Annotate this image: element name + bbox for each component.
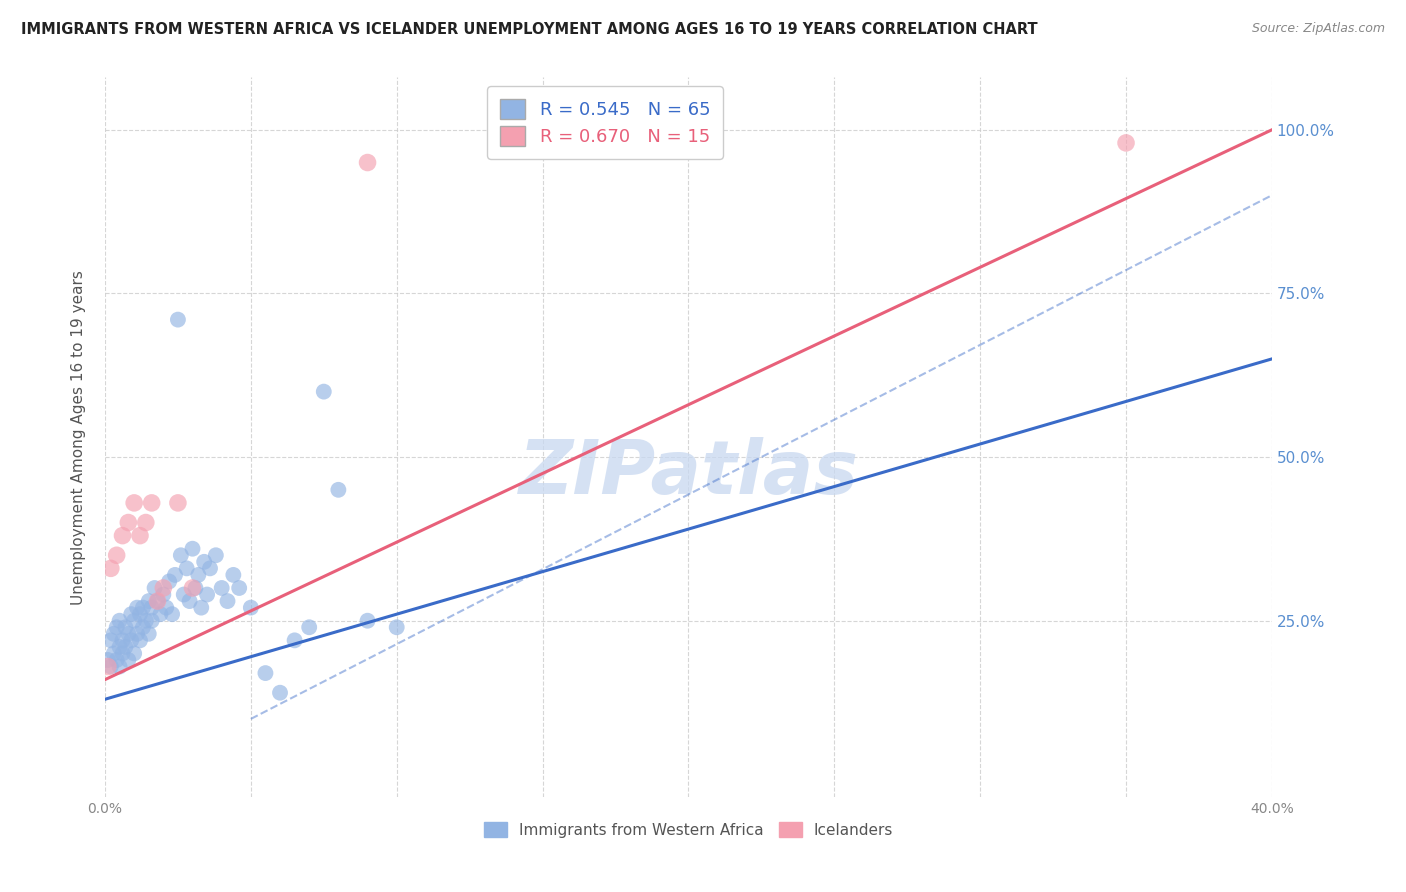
Point — [100, 659, 122, 673]
Point — [1115, 136, 1137, 150]
Point — [97, 653, 120, 667]
Point — [105, 620, 128, 634]
Point — [184, 581, 207, 595]
Point — [157, 574, 180, 589]
Point — [129, 607, 152, 622]
Point — [129, 528, 152, 542]
Point — [228, 581, 250, 595]
Point — [122, 647, 145, 661]
Point — [117, 653, 139, 667]
Point — [143, 581, 166, 595]
Point — [108, 614, 131, 628]
Point — [155, 600, 177, 615]
Point — [187, 568, 209, 582]
Point — [222, 568, 245, 582]
Point — [254, 666, 277, 681]
Point — [97, 659, 120, 673]
Point — [152, 588, 174, 602]
Point — [105, 548, 128, 562]
Point — [114, 640, 136, 654]
Point — [117, 627, 139, 641]
Point — [356, 155, 378, 169]
Point — [160, 607, 183, 622]
Y-axis label: Unemployment Among Ages 16 to 19 years: Unemployment Among Ages 16 to 19 years — [72, 270, 86, 605]
Point — [122, 614, 145, 628]
Point — [269, 686, 291, 700]
Point — [141, 600, 163, 615]
Point — [284, 633, 307, 648]
Point — [179, 594, 201, 608]
Legend: Immigrants from Western Africa, Icelanders: Immigrants from Western Africa, Icelande… — [478, 815, 900, 844]
Point — [129, 633, 152, 648]
Point — [173, 588, 195, 602]
Point — [193, 555, 215, 569]
Point — [100, 633, 122, 648]
Point — [111, 647, 134, 661]
Point — [152, 581, 174, 595]
Point — [205, 548, 228, 562]
Text: IMMIGRANTS FROM WESTERN AFRICA VS ICELANDER UNEMPLOYMENT AMONG AGES 16 TO 19 YEA: IMMIGRANTS FROM WESTERN AFRICA VS ICELAN… — [21, 22, 1038, 37]
Point — [103, 647, 125, 661]
Point — [176, 561, 198, 575]
Point — [198, 561, 221, 575]
Point — [105, 653, 128, 667]
Point — [111, 528, 134, 542]
Point — [356, 614, 378, 628]
Point — [181, 541, 204, 556]
Point — [117, 516, 139, 530]
Point — [141, 496, 163, 510]
Point — [181, 581, 204, 595]
Point — [100, 561, 122, 575]
Point — [298, 620, 321, 634]
Point — [125, 600, 148, 615]
Point — [312, 384, 335, 399]
Point — [111, 633, 134, 648]
Point — [135, 614, 157, 628]
Point — [149, 607, 172, 622]
Point — [108, 640, 131, 654]
Point — [195, 588, 218, 602]
Point — [108, 659, 131, 673]
Point — [146, 594, 169, 608]
Point — [120, 607, 142, 622]
Point — [217, 594, 239, 608]
Point — [138, 594, 160, 608]
Point — [163, 568, 186, 582]
Point — [146, 594, 169, 608]
Text: ZIPatlas: ZIPatlas — [519, 437, 859, 510]
Point — [122, 496, 145, 510]
Point — [170, 548, 193, 562]
Point — [138, 627, 160, 641]
Point — [132, 620, 155, 634]
Point — [190, 600, 212, 615]
Point — [114, 620, 136, 634]
Point — [211, 581, 233, 595]
Point — [141, 614, 163, 628]
Point — [135, 516, 157, 530]
Point — [132, 600, 155, 615]
Point — [120, 633, 142, 648]
Point — [167, 496, 190, 510]
Point — [125, 627, 148, 641]
Text: Source: ZipAtlas.com: Source: ZipAtlas.com — [1251, 22, 1385, 36]
Point — [239, 600, 262, 615]
Point — [385, 620, 408, 634]
Point — [167, 312, 190, 326]
Point — [103, 627, 125, 641]
Point — [328, 483, 350, 497]
